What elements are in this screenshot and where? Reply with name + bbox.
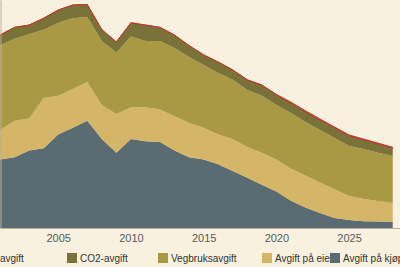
legend-item: Avgift på eie — [262, 253, 330, 264]
legend-item: Vegbruksavgift — [158, 253, 237, 264]
legend-swatch — [67, 253, 77, 263]
legend-label: Vegbruksavgift — [171, 253, 237, 264]
legend-label: avgift — [0, 253, 24, 264]
chart: 2005 2010 2015 2020 2025 avgift CO2-avgift Vegb… — [0, 0, 400, 267]
legend-label: Avgift på kjøp — [343, 253, 400, 264]
x-tick: 2025 — [337, 228, 361, 244]
x-tick: 2010 — [119, 228, 143, 244]
area-series — [0, 5, 393, 156]
legend-swatch — [262, 253, 272, 263]
x-tick: 2015 — [192, 228, 216, 244]
x-axis: 2005 2010 2015 2020 2025 — [1, 228, 400, 244]
x-tick-label: 2025 — [337, 232, 361, 244]
x-tick-label: 2020 — [265, 232, 289, 244]
x-tick-label: 2010 — [119, 232, 143, 244]
x-tick-label: 2015 — [192, 232, 216, 244]
plot-area — [0, 5, 393, 228]
legend-item: avgift — [0, 253, 24, 264]
x-axis-line — [1, 228, 400, 229]
x-tick: 2020 — [265, 228, 289, 244]
legend-label: Avgift på eie — [275, 253, 330, 264]
legend-item: Avgift på kjøp — [330, 253, 400, 264]
legend-label: CO2-avgift — [80, 253, 128, 264]
area-series — [0, 5, 393, 149]
legend-swatch — [158, 253, 168, 263]
x-tick-label: 2005 — [46, 232, 70, 244]
y-axis — [1, 1, 2, 229]
legend: avgift CO2-avgift Vegbruksavgift Avgift på … — [0, 253, 400, 264]
legend-swatch — [330, 253, 340, 263]
y-axis-line — [1, 1, 2, 229]
legend-item: CO2-avgift — [67, 253, 128, 264]
area-series — [0, 17, 393, 203]
x-tick: 2005 — [46, 228, 70, 244]
background — [0, 0, 400, 267]
